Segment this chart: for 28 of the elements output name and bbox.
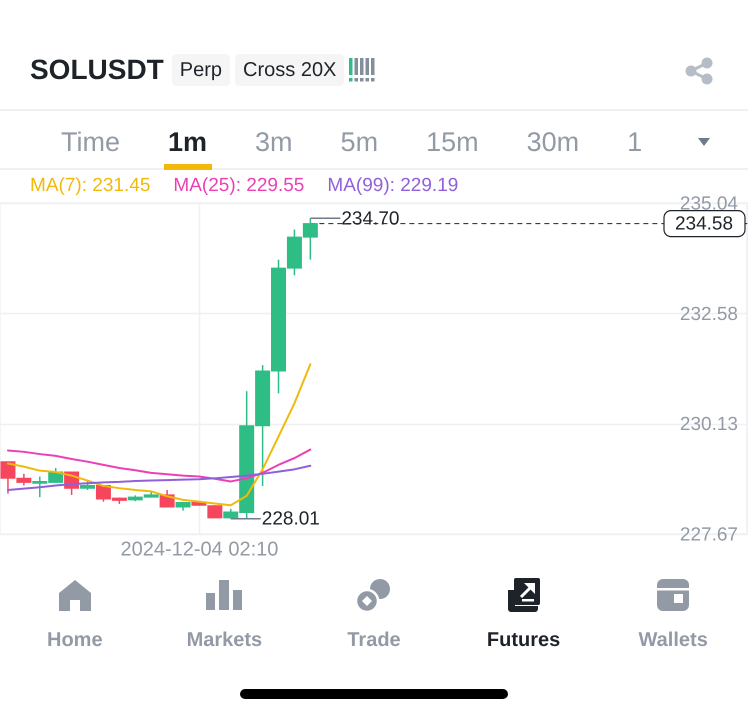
text: 5m (340, 126, 378, 159)
line-series (6, 448, 312, 482)
text: Cross 20X (235, 54, 344, 86)
y-tick-label: 235.04 (680, 194, 738, 214)
line-series (6, 464, 312, 491)
text: MA(25): 229.55 (173, 175, 304, 197)
text: Time (61, 126, 120, 159)
text: MA(7): 231.45 (30, 175, 150, 197)
annotation: 228.01 (262, 508, 320, 530)
y-tick-label: 230.13 (680, 414, 738, 436)
y-tick-label: 232.58 (680, 304, 738, 325)
text: Wallets (638, 628, 709, 652)
text: MA(99): 229.19 (327, 175, 458, 197)
text: 1m (168, 126, 208, 159)
text: 1 (627, 126, 642, 159)
text: Markets (186, 628, 264, 652)
ref-line-label: 234.58 (674, 214, 734, 235)
text: SOLUSDT (30, 54, 164, 86)
text: 15m (426, 126, 479, 159)
text: Futures (486, 628, 562, 652)
text: 3m (255, 126, 293, 159)
text: 30m (526, 126, 580, 159)
y-tick-label: 227.67 (680, 524, 738, 546)
text: Home (46, 628, 104, 652)
text: Perp (172, 54, 230, 86)
annotation: 234.70 (341, 208, 400, 230)
x-tick-label: 2024-12-04 02:10 (120, 538, 278, 560)
text: Trade (346, 628, 402, 652)
